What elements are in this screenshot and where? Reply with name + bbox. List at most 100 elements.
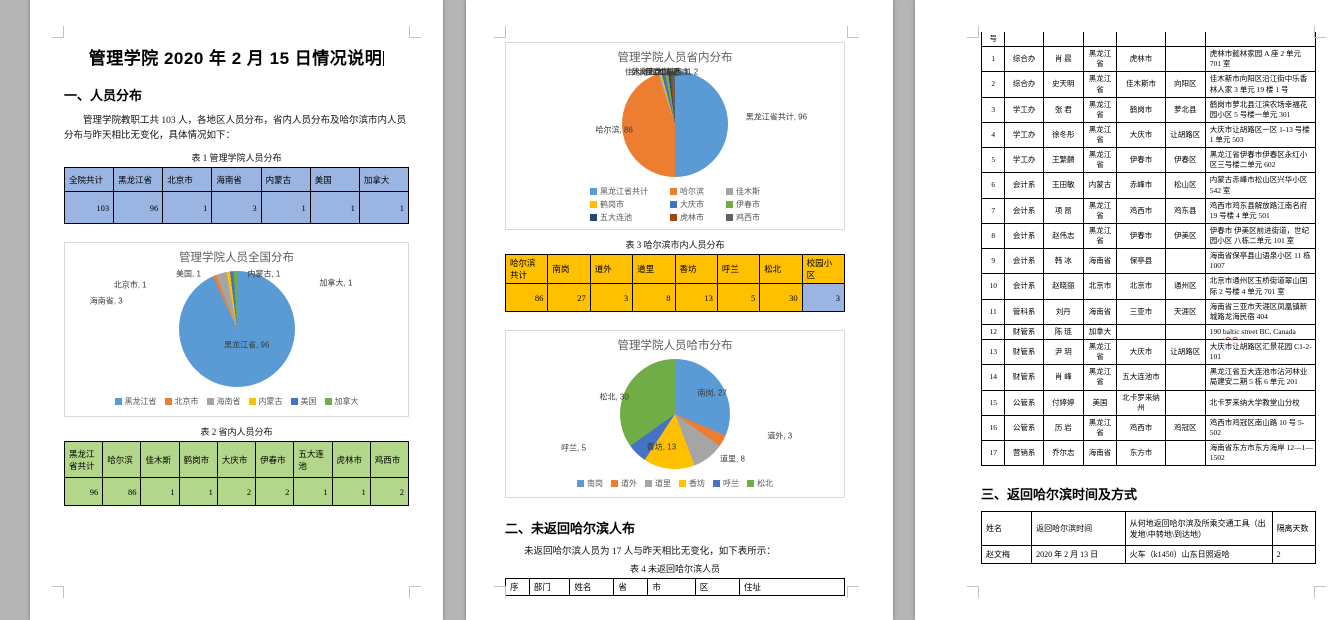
cell: 伊春市	[1116, 222, 1166, 250]
cell: 1	[293, 477, 333, 507]
cell: 北京市通州区玉桥街道翠山国际 2 号楼 4 单元 701 室	[1204, 273, 1317, 300]
pie-label: 南岗, 27	[697, 388, 727, 398]
cell: 4	[980, 121, 1006, 149]
cell: 16	[980, 414, 1006, 442]
crop-mark	[1314, 26, 1326, 38]
cell: 赵文梅	[980, 545, 1033, 565]
cell: 加拿大	[1082, 323, 1118, 341]
cell: 8	[980, 222, 1006, 250]
pie-label: 美国, 1	[176, 269, 201, 279]
cell: 陈 琏	[1042, 323, 1084, 341]
cell: 鸡西市	[1116, 197, 1166, 224]
cell: 鸡冠区	[1164, 414, 1206, 442]
cell	[1204, 32, 1317, 48]
cell: 黑龙江省	[1082, 222, 1118, 250]
chart-harbin-pie: 管理学院人员哈市分布 南岗, 27 道外, 3 道里, 8 香坊, 13 呼兰, 5 松北…	[505, 330, 845, 498]
legend-item: 海南省	[206, 396, 241, 407]
section-heading-3: 三、返回哈尔滨时间及方式	[981, 487, 1138, 503]
cell: 序	[505, 577, 530, 596]
table2-caption: 表 2 省内人员分布	[200, 427, 273, 438]
cell	[1164, 32, 1206, 48]
cell: 财管系	[1004, 364, 1044, 391]
cell: 大庆市让胡路区一区 1-13 号楼 1 单元 503	[1204, 121, 1317, 149]
cell: 综合办	[1004, 71, 1044, 98]
legend-item: 道里	[645, 478, 671, 489]
cell: 190 baltic street BC, Canada	[1204, 323, 1317, 341]
cell: 隔离天数	[1271, 511, 1317, 547]
chart-title: 管理学院人员哈市分布	[617, 340, 733, 352]
cell	[1082, 32, 1118, 48]
cell: 13	[980, 338, 1006, 366]
document-page-2[interactable]: 管理学院人员省内分布 黑龙江省共计, 96 哈尔滨, 86 佳木斯, 1 鹤岗市, 1…	[466, 0, 893, 620]
chart-title: 管理学院人员省内分布	[617, 52, 733, 64]
table-harbin-distribution: 哈尔滨共计 南岗 道外 道里 香坊 呼兰 松北 校园小区 86 27 3 8 13 5 30 3	[504, 254, 846, 312]
pie-label: 哈尔滨, 86	[595, 125, 633, 135]
table-national-distribution: 全院共计 黑龙江省 北京市 海南省 内蒙古 美国 加拿大 103 96 1 3 1 1 1	[63, 167, 410, 225]
cell: 虎林市	[331, 441, 371, 479]
cell: 通州区	[1164, 273, 1206, 300]
section-heading-1: 一、人员分布	[64, 88, 143, 103]
legend-item: 南岗	[577, 478, 603, 489]
cell: 3	[801, 283, 846, 312]
cell: 美国	[309, 167, 360, 193]
table-row: 8 会计系 赵伟志 黑龙江省 伊春市 伊美区 伊春市 伊美区前进街道，世纪园小区 八栋二单元…	[980, 222, 1317, 250]
table-header-continuation-row: 号	[980, 32, 1317, 48]
document-page-1[interactable]: 管理学院 2020 年 2 月 15 日情况说明 一、人员分布 管理学院教职工共…	[30, 0, 443, 620]
legend-swatch	[248, 398, 256, 406]
legend-swatch	[726, 214, 733, 221]
cell: 海南省	[211, 167, 262, 193]
cell: 肖 晨	[1042, 46, 1084, 73]
cell: 学工办	[1004, 96, 1044, 123]
cell: 14	[980, 364, 1006, 391]
table-row: 6 会计系 王田敏 内蒙古 赤峰市 松山区 内蒙古赤峰市松山区兴华小区 542 室	[980, 172, 1317, 199]
pie-label: 道外, 3	[767, 431, 793, 441]
table-value-row: 86 27 3 8 13 5 30 3	[504, 283, 846, 312]
cell: 黑龙江省	[1082, 147, 1118, 174]
cell: 虎林市懿林家园 A 座 2 单元 701 室	[1204, 46, 1317, 73]
cell: 付婷婷	[1042, 389, 1084, 416]
cell: 13	[674, 283, 718, 312]
legend-swatch	[577, 480, 584, 487]
cell: 黑龙江省	[1082, 121, 1118, 149]
cell: 大庆市	[216, 441, 257, 479]
pie-plot: 黑龙江省, 96 北京市, 1 海南省, 3 内蒙古, 1 美国, 1 加拿大, 1	[65, 265, 408, 393]
cell	[1116, 32, 1166, 48]
cell: 佳木斯市	[1116, 71, 1166, 98]
crop-mark	[1314, 586, 1326, 598]
cell: 北京市	[162, 167, 213, 193]
legend-item: 内蒙古	[248, 396, 283, 407]
legend-swatch	[590, 201, 597, 208]
pie-label: 伊春市, 2	[645, 67, 678, 77]
cell: 鹤岗市	[178, 441, 218, 479]
legend-item: 鹤岗市	[590, 199, 648, 210]
table1-caption: 表 1 管理学院人员分布	[191, 153, 282, 164]
cell: 道外	[589, 254, 634, 284]
pie-label: 香坊, 13	[646, 442, 677, 452]
cell: 市	[647, 577, 696, 596]
cell: 尹 玥	[1042, 338, 1084, 366]
cell: 姓名	[980, 511, 1033, 547]
misspelled-word: baltic	[1222, 326, 1240, 336]
cell: 2020 年 2 月 13 日	[1031, 545, 1126, 565]
cell: 2	[369, 477, 410, 507]
cell: 加拿大	[358, 167, 410, 193]
cell: 部门	[528, 577, 571, 596]
cell: 管科系	[1004, 298, 1044, 325]
cell: 鹤岗市	[1116, 96, 1166, 123]
pie-label: 佳木斯, 1	[624, 67, 658, 77]
pie-label: 黑龙江省共计, 96	[745, 112, 808, 122]
legend-swatch	[670, 214, 677, 221]
cell	[1004, 32, 1044, 48]
cell: 内蒙古赤峰市松山区兴华小区 542 室	[1204, 172, 1317, 199]
cell: 公管系	[1004, 389, 1044, 416]
legend-swatch	[645, 480, 652, 487]
legend-swatch	[590, 214, 597, 221]
cell: 鹤岗市萝北县江滨农场幸福花园小区 5 号楼一单元 301	[1204, 96, 1317, 123]
cell: 五大连池	[293, 441, 333, 479]
text-cursor	[383, 51, 385, 66]
cell: 1	[980, 46, 1006, 73]
cell: 公管系	[1004, 414, 1044, 442]
cell: 松山区	[1164, 172, 1206, 199]
cell: 大庆市	[1116, 121, 1166, 149]
